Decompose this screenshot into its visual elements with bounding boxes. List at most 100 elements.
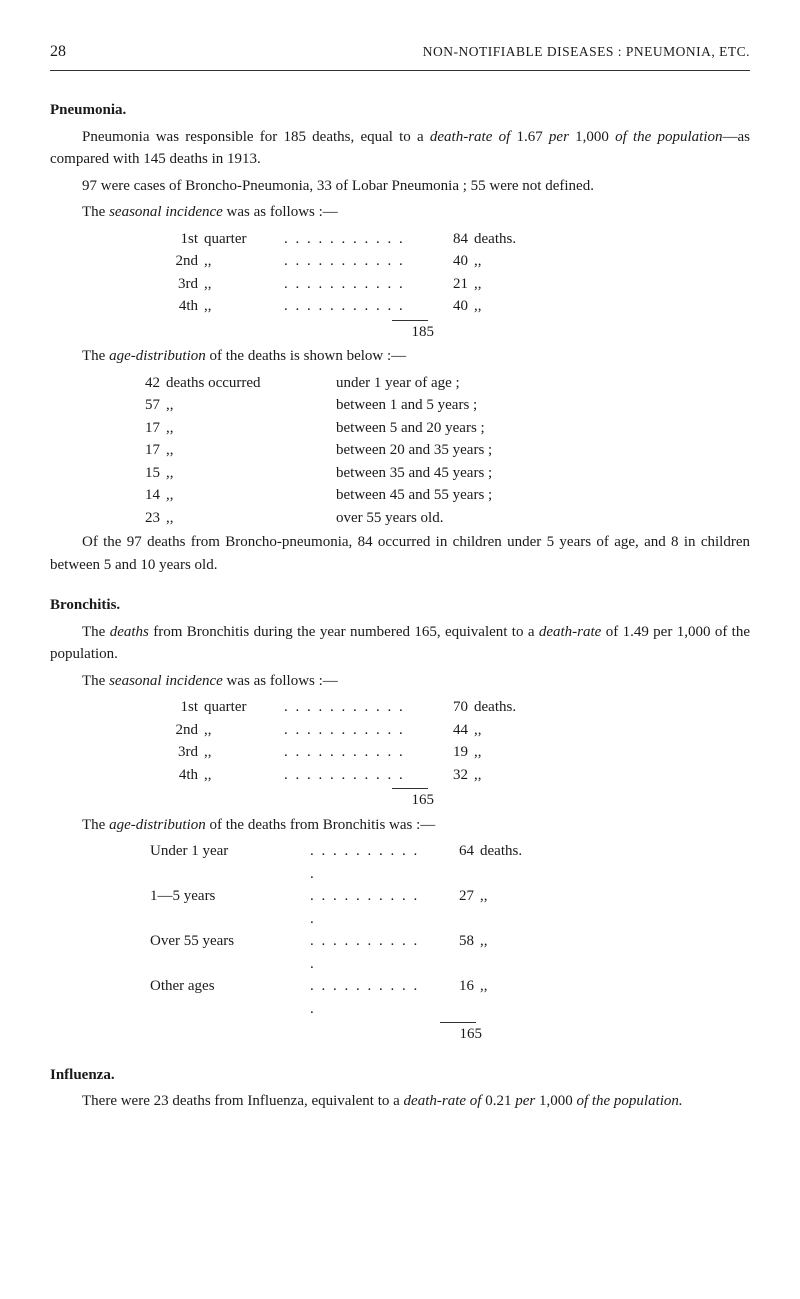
pneumonia-para-5: Of the 97 deaths from Broncho-pneumonia,…: [50, 531, 750, 576]
text: 1,000: [535, 1093, 576, 1109]
cell-number: 17: [120, 439, 166, 462]
table-row: 2nd ,, . . . . . . . . . . . 44 ,,: [150, 719, 750, 742]
table-row: 15 ,, between 35 and 45 years ;: [120, 462, 750, 485]
text: There were 23 deaths from Influenza, equ…: [82, 1093, 404, 1109]
influenza-para-1: There were 23 deaths from Influenza, equ…: [50, 1090, 750, 1113]
text: was as follows :—: [223, 673, 338, 689]
cell-ordinal: 1st: [150, 696, 204, 719]
text-italic: of the population: [615, 129, 722, 145]
cell-unit: ,,: [474, 250, 482, 273]
cell-text: between 20 and 35 years ;: [336, 439, 750, 462]
cell-number: 14: [120, 484, 166, 507]
table-row: 17 ,, between 20 and 35 years ;: [120, 439, 750, 462]
sum-value: 165: [390, 789, 434, 812]
leader-dots: . . . . . . . . . . .: [284, 741, 424, 764]
text: of the deaths is shown below :—: [206, 348, 406, 364]
section-title-bronchitis: Bronchitis.: [50, 594, 750, 617]
table-row: 23 ,, over 55 years old.: [120, 507, 750, 530]
cell-ordinal: 4th: [150, 295, 204, 318]
cell-number: 32: [424, 764, 474, 787]
table-row: Under 1 year . . . . . . . . . . . 64 de…: [150, 840, 750, 885]
text-italic: seasonal incidence: [109, 204, 223, 220]
cell-label: 1—5 years: [150, 885, 310, 908]
leader-dots: . . . . . . . . . . .: [284, 295, 424, 318]
cell-unit: ,,: [480, 885, 488, 908]
cell-ordinal: 1st: [150, 228, 204, 251]
text: 1,000: [569, 129, 615, 145]
leader-dots: . . . . . . . . . . .: [284, 719, 424, 742]
table-row: 57 ,, between 1 and 5 years ;: [120, 394, 750, 417]
cell-unit: ,,: [474, 273, 482, 296]
cell-label: Over 55 years: [150, 930, 310, 953]
table-row: 1—5 years . . . . . . . . . . . 27 ,,: [150, 885, 750, 930]
table-row: 4th ,, . . . . . . . . . . . 32 ,,: [150, 764, 750, 787]
cell-ordinal: 3rd: [150, 273, 204, 296]
table-row: 3rd ,, . . . . . . . . . . . 21 ,,: [150, 273, 750, 296]
table-row: 14 ,, between 45 and 55 years ;: [120, 484, 750, 507]
cell-ordinal: 3rd: [150, 741, 204, 764]
leader-dots: . . . . . . . . . . .: [310, 930, 430, 975]
cell-number: 40: [424, 295, 474, 318]
cell-text: over 55 years old.: [336, 507, 750, 530]
cell-word: ,,: [204, 764, 284, 787]
text: The: [82, 673, 109, 689]
bronchitis-season-table: 1st quarter . . . . . . . . . . . 70 dea…: [150, 696, 750, 812]
cell-unit: ,,: [474, 764, 482, 787]
cell-number: 15: [120, 462, 166, 485]
cell-number: 17: [120, 417, 166, 440]
cell-text: between 35 and 45 years ;: [336, 462, 750, 485]
page-number: 28: [50, 40, 66, 64]
pneumonia-para-4: The age-distribution of the deaths is sh…: [50, 345, 750, 368]
leader-dots: . . . . . . . . . . .: [284, 228, 424, 251]
cell-unit: deaths.: [474, 696, 516, 719]
leader-dots: . . . . . . . . . . .: [310, 885, 430, 930]
table-row: 1st quarter . . . . . . . . . . . 70 dea…: [150, 696, 750, 719]
cell-number: 21: [424, 273, 474, 296]
bronchitis-para-3: The age-distribution of the deaths from …: [50, 814, 750, 837]
cell-number: 16: [430, 975, 480, 998]
text: 0.21: [481, 1093, 515, 1109]
table-row: Over 55 years . . . . . . . . . . . 58 ,…: [150, 930, 750, 975]
cell-unit: ,,: [474, 719, 482, 742]
leader-dots: . . . . . . . . . . .: [284, 273, 424, 296]
text-italic: per: [515, 1093, 535, 1109]
cell-number: 58: [430, 930, 480, 953]
cell-ordinal: 2nd: [150, 250, 204, 273]
text-italic: age-distribution: [109, 348, 206, 364]
text: The: [82, 624, 110, 640]
cell-unit: deaths.: [480, 840, 522, 863]
pneumonia-para-1: Pneumonia was responsible for 185 deaths…: [50, 126, 750, 171]
cell-number: 27: [430, 885, 480, 908]
cell-unit: ,,: [480, 930, 488, 953]
cell-word: deaths occurred: [166, 372, 336, 395]
text-italic: of the population.: [576, 1093, 682, 1109]
cell-number: 70: [424, 696, 474, 719]
cell-word: ,,: [204, 741, 284, 764]
pneumonia-para-2: 97 were cases of Broncho-Pneumonia, 33 o…: [50, 175, 750, 198]
text: of the deaths from Bronchitis was :—: [206, 817, 436, 833]
cell-ordinal: 2nd: [150, 719, 204, 742]
pneumonia-season-table: 1st quarter . . . . . . . . . . . 84 dea…: [150, 228, 750, 344]
table-row: 17 ,, between 5 and 20 years ;: [120, 417, 750, 440]
bronchitis-para-2: The seasonal incidence was as follows :—: [50, 670, 750, 693]
sum-value: 185: [390, 321, 434, 344]
cell-word: ,,: [204, 250, 284, 273]
cell-label: Other ages: [150, 975, 310, 998]
leader-dots: . . . . . . . . . . .: [284, 696, 424, 719]
bronchitis-age-table: Under 1 year . . . . . . . . . . . 64 de…: [150, 840, 750, 1046]
leader-dots: . . . . . . . . . . .: [284, 764, 424, 787]
section-title-influenza: Influenza.: [50, 1064, 750, 1087]
cell-ordinal: 4th: [150, 764, 204, 787]
cell-word: ,,: [204, 295, 284, 318]
cell-word: ,,: [166, 462, 336, 485]
sum-value: 165: [438, 1023, 482, 1046]
text-italic: deaths: [110, 624, 149, 640]
text: from Bronchitis during the year numbered…: [149, 624, 539, 640]
cell-word: ,,: [204, 273, 284, 296]
cell-number: 40: [424, 250, 474, 273]
cell-word: ,,: [204, 719, 284, 742]
text-italic: age-distribution: [109, 817, 206, 833]
leader-dots: . . . . . . . . . . .: [284, 250, 424, 273]
cell-word: ,,: [166, 417, 336, 440]
page-header: 28 NON-NOTIFIABLE DISEASES : PNEUMONIA, …: [50, 40, 750, 71]
